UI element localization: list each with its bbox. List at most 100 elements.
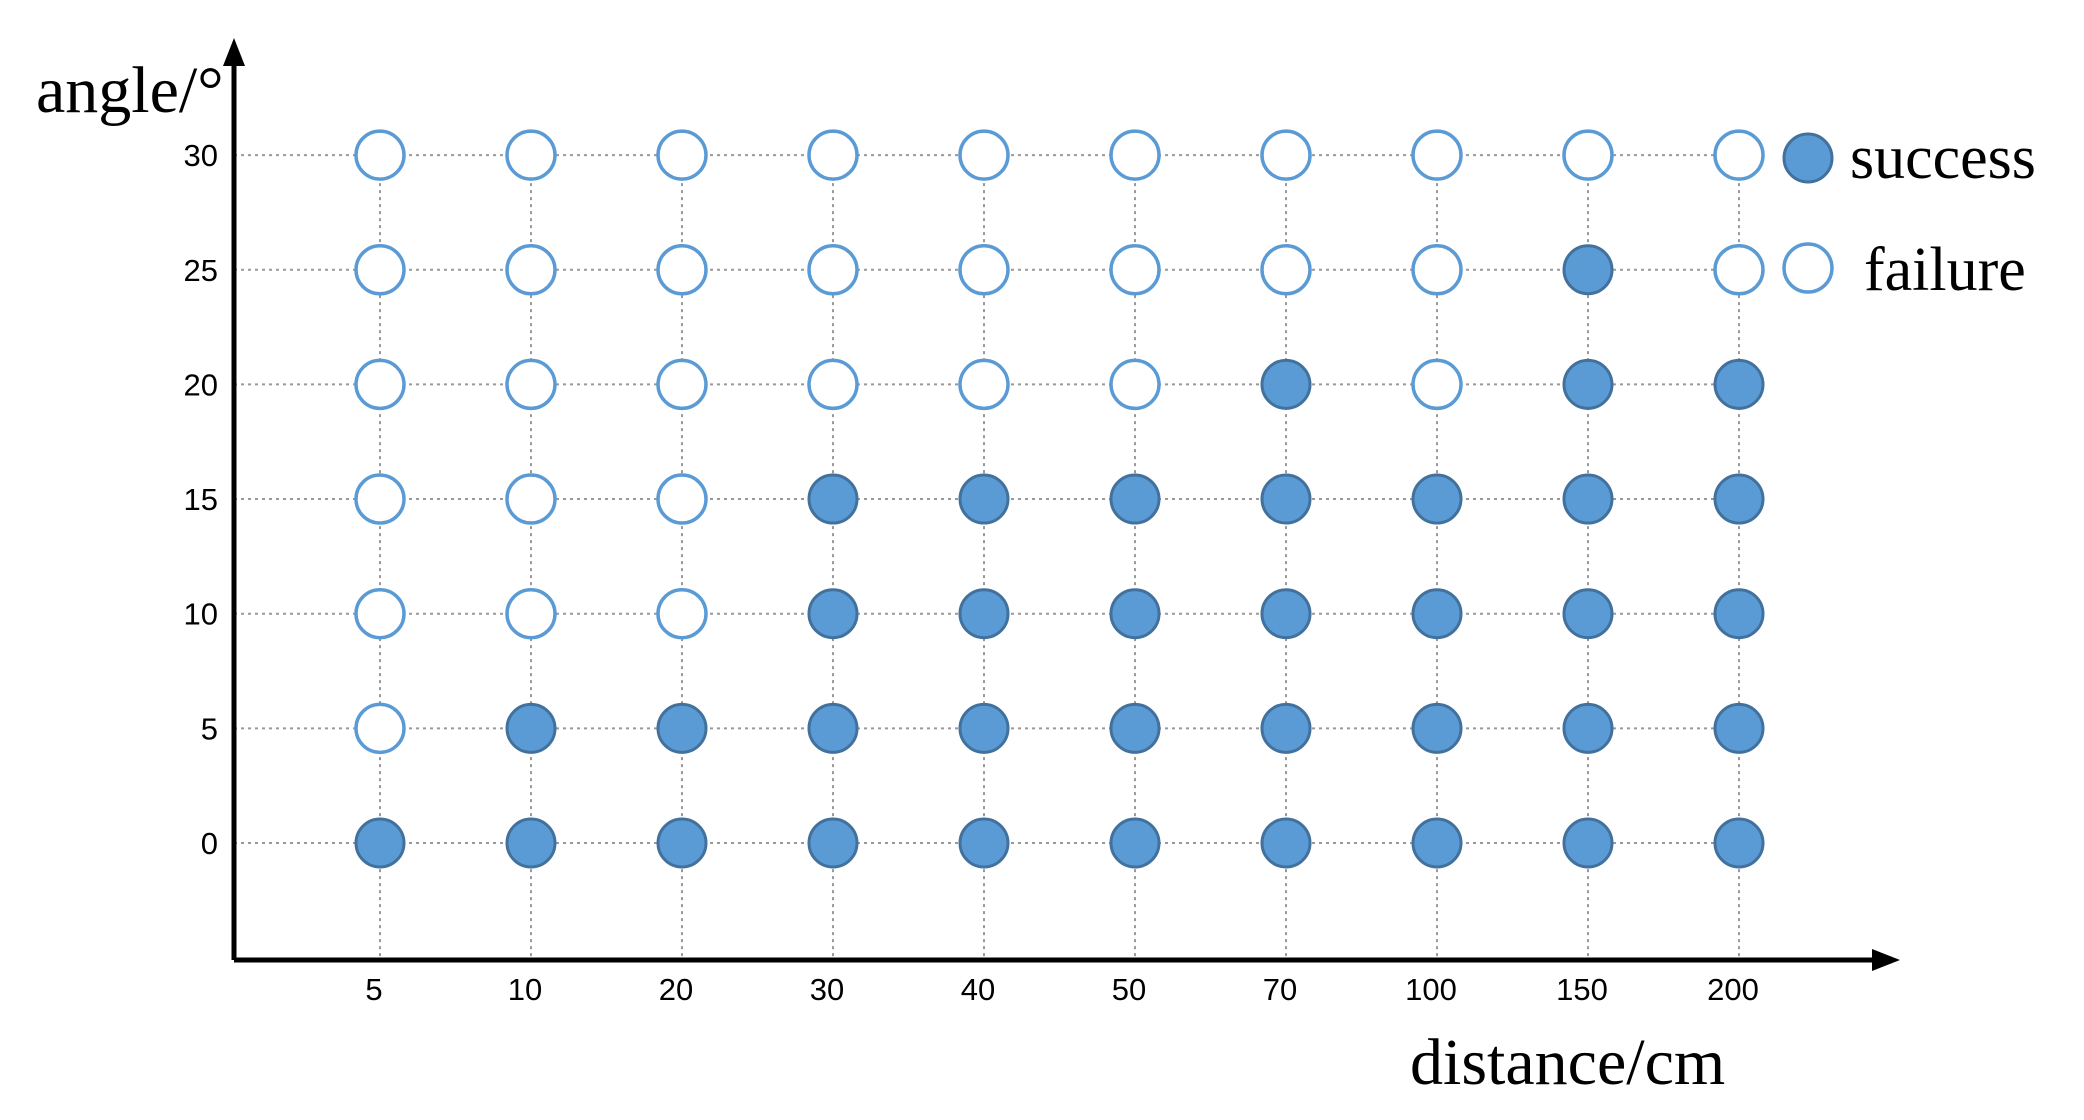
failure-point xyxy=(505,358,557,411)
success-point xyxy=(1713,702,1765,754)
success-point xyxy=(958,702,1010,754)
failure-point xyxy=(807,244,859,296)
failure-point xyxy=(354,587,406,640)
x-tick-label: 200 xyxy=(1707,972,1759,1007)
success-point xyxy=(1411,817,1463,869)
x-tick-label: 20 xyxy=(659,972,693,1007)
failure-point xyxy=(1109,358,1161,411)
y-axis-title: angle/° xyxy=(36,54,224,127)
failure-point xyxy=(1411,244,1463,296)
success-point xyxy=(958,588,1010,640)
data-points xyxy=(354,129,1765,869)
x-tick-label: 50 xyxy=(1112,972,1146,1007)
success-point xyxy=(1260,702,1312,754)
success-point xyxy=(807,473,859,525)
failure-point xyxy=(1109,129,1161,181)
x-tick-label: 100 xyxy=(1405,972,1457,1007)
success-point xyxy=(1109,588,1161,640)
failure-point xyxy=(958,244,1010,296)
failure-point xyxy=(656,358,708,411)
failure-point xyxy=(354,358,406,411)
success-point xyxy=(1109,473,1161,525)
x-axis-title: distance/cm xyxy=(1410,1026,1725,1099)
failure-point xyxy=(958,129,1010,181)
legend-failure-label: failure xyxy=(1864,236,2026,304)
x-tick-labels: 5 10 20 30 40 50 70 100 150 200 xyxy=(365,972,1758,1007)
y-tick-labels: 0 5 10 15 20 25 30 xyxy=(184,138,218,861)
x-axis-arrow xyxy=(1872,949,1900,971)
y-tick-label: 25 xyxy=(184,253,218,288)
success-point xyxy=(1713,817,1765,869)
failure-point xyxy=(505,244,557,296)
success-point xyxy=(1411,473,1463,525)
success-point xyxy=(1713,358,1765,410)
success-point xyxy=(505,702,557,754)
x-tick-label: 40 xyxy=(961,972,995,1007)
success-point xyxy=(1562,244,1614,296)
success-point xyxy=(1260,588,1312,640)
failure-point xyxy=(1562,129,1614,181)
failure-point xyxy=(1411,129,1463,181)
success-point xyxy=(1109,702,1161,754)
axes xyxy=(223,38,1900,971)
failure-point xyxy=(1713,244,1765,296)
success-point xyxy=(656,702,708,754)
failure-point xyxy=(656,129,708,181)
success-point xyxy=(1713,588,1765,640)
legend-success-marker xyxy=(1782,132,1834,184)
x-tick-label: 150 xyxy=(1556,972,1608,1007)
y-tick-label: 0 xyxy=(201,826,218,861)
success-point xyxy=(656,817,708,869)
failure-point xyxy=(505,473,557,525)
y-tick-label: 15 xyxy=(184,482,218,517)
y-tick-label: 30 xyxy=(184,138,218,173)
failure-point xyxy=(656,244,708,296)
y-tick-label: 10 xyxy=(184,597,218,632)
success-point xyxy=(1260,358,1312,410)
failure-point xyxy=(656,473,708,525)
success-point xyxy=(1109,817,1161,869)
failure-point xyxy=(807,129,859,181)
success-point xyxy=(807,588,859,640)
success-point xyxy=(1562,817,1614,869)
failure-point xyxy=(656,587,708,640)
failure-point xyxy=(354,244,406,296)
success-point xyxy=(807,817,859,869)
failure-point xyxy=(505,129,557,181)
failure-point xyxy=(1713,129,1765,181)
failure-point xyxy=(1260,244,1312,296)
success-point xyxy=(1411,702,1463,754)
failure-point xyxy=(958,358,1010,411)
y-axis-arrow xyxy=(223,38,245,66)
failure-point xyxy=(505,587,557,640)
success-point xyxy=(1562,702,1614,754)
x-tick-label: 5 xyxy=(365,972,382,1007)
legend: success failure xyxy=(1782,124,2036,304)
x-tick-label: 70 xyxy=(1263,972,1297,1007)
success-point xyxy=(958,473,1010,525)
success-point xyxy=(1562,358,1614,410)
x-tick-label: 30 xyxy=(810,972,844,1007)
success-point xyxy=(807,702,859,754)
failure-point xyxy=(807,358,859,411)
success-point xyxy=(1260,473,1312,525)
y-tick-label: 20 xyxy=(184,367,218,402)
success-point xyxy=(958,817,1010,869)
failure-point xyxy=(354,702,406,755)
failure-point xyxy=(1260,129,1312,181)
failure-point xyxy=(354,473,406,525)
legend-failure-marker xyxy=(1782,242,1834,294)
failure-point xyxy=(354,129,406,181)
legend-success-label: success xyxy=(1850,124,2036,192)
success-point xyxy=(1411,588,1463,640)
y-tick-label: 5 xyxy=(201,711,218,746)
failure-point xyxy=(1411,358,1463,411)
success-point xyxy=(1713,473,1765,525)
success-point xyxy=(1562,473,1614,525)
success-point xyxy=(1260,817,1312,869)
success-point xyxy=(505,817,557,869)
x-tick-label: 10 xyxy=(508,972,542,1007)
success-point xyxy=(354,817,406,869)
success-point xyxy=(1562,588,1614,640)
